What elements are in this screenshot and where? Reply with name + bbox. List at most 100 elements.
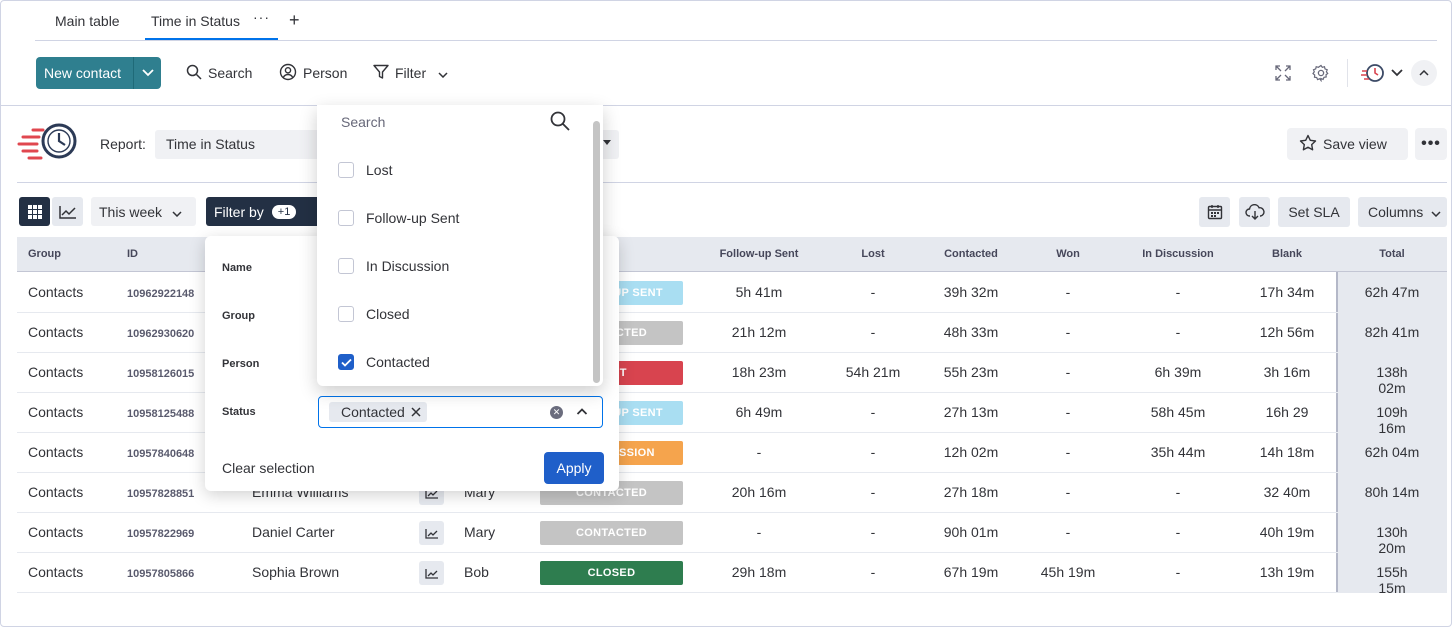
cell-follow-up: 21h 12m bbox=[731, 324, 787, 340]
dropdown-scrollbar[interactable] bbox=[593, 121, 600, 383]
gear-icon[interactable] bbox=[1309, 61, 1333, 85]
cell-won: - bbox=[1065, 364, 1071, 380]
cell-follow-up: - bbox=[756, 444, 762, 460]
cell-in-discussion: 58h 45m bbox=[1150, 404, 1206, 420]
more-options-button[interactable]: ••• bbox=[1415, 128, 1447, 160]
new-contact-label: New contact bbox=[44, 65, 122, 81]
cell-total: 130h 20m bbox=[1376, 524, 1408, 556]
checkbox[interactable] bbox=[338, 306, 354, 322]
cell-id: 10962930620 bbox=[127, 328, 195, 340]
cell-in-discussion: - bbox=[1175, 524, 1181, 540]
new-contact-button[interactable]: New contact bbox=[36, 57, 161, 89]
status-badge[interactable]: CLOSED bbox=[540, 561, 683, 585]
checkbox[interactable] bbox=[338, 210, 354, 226]
active-tab-indicator bbox=[145, 38, 278, 40]
dropdown-option[interactable]: Lost bbox=[338, 160, 392, 180]
dropdown-option[interactable]: Closed bbox=[338, 304, 410, 324]
status-chip-label: Contacted bbox=[341, 404, 405, 420]
add-tab-button[interactable]: + bbox=[289, 10, 300, 30]
cell-follow-up: - bbox=[756, 524, 762, 540]
set-sla-button[interactable]: Set SLA bbox=[1278, 197, 1350, 227]
clear-input-icon[interactable]: ✕ bbox=[550, 406, 563, 419]
cell-name[interactable]: Sophia Brown bbox=[252, 564, 340, 580]
header-group[interactable]: Group bbox=[28, 248, 61, 260]
filter-button[interactable]: Filter bbox=[373, 57, 448, 89]
apply-button[interactable]: Apply bbox=[544, 452, 604, 484]
filter-count-badge: +1 bbox=[271, 204, 297, 219]
header-lost[interactable]: Lost bbox=[861, 248, 885, 260]
report-divider bbox=[17, 182, 1447, 183]
collapse-header-button[interactable] bbox=[1411, 60, 1437, 86]
cell-follow-up: 18h 23m bbox=[731, 364, 787, 380]
columns-button[interactable]: Columns bbox=[1358, 197, 1447, 227]
chevron-down-icon[interactable] bbox=[134, 69, 161, 77]
save-view-button[interactable]: Save view bbox=[1287, 128, 1408, 160]
app-logo-icon[interactable] bbox=[1358, 61, 1388, 85]
clear-selection-link[interactable]: Clear selection bbox=[222, 460, 315, 476]
cell-blank: 17h 34m bbox=[1259, 284, 1315, 300]
cell-in-discussion: - bbox=[1175, 484, 1181, 500]
header-id[interactable]: ID bbox=[127, 248, 138, 260]
cell-in-discussion: 6h 39m bbox=[1154, 364, 1202, 380]
header-in-discussion[interactable]: In Discussion bbox=[1142, 248, 1214, 260]
dropdown-search-input[interactable]: Search bbox=[341, 114, 386, 130]
chevron-down-icon bbox=[438, 65, 448, 81]
total-column-bg bbox=[1336, 237, 1447, 592]
option-label: Contacted bbox=[366, 354, 430, 370]
cell-id: 10957822969 bbox=[127, 528, 195, 540]
header-blank[interactable]: Blank bbox=[1272, 248, 1302, 260]
filter-by-button[interactable]: Filter by +1 bbox=[206, 197, 326, 226]
cell-total: 82h 41m bbox=[1364, 324, 1420, 340]
checkbox[interactable] bbox=[338, 162, 354, 178]
checkbox[interactable] bbox=[338, 354, 354, 370]
cell-group: Contacts bbox=[28, 444, 84, 460]
dropdown-option[interactable]: Follow-up Sent bbox=[338, 208, 459, 228]
report-label: Report: bbox=[100, 136, 146, 152]
dropdown-option[interactable]: Contacted bbox=[338, 352, 430, 372]
header-won[interactable]: Won bbox=[1056, 248, 1080, 260]
cell-in-discussion: - bbox=[1175, 284, 1181, 300]
header-follow-up-sent[interactable]: Follow-up Sent bbox=[719, 248, 799, 260]
chevron-down-icon[interactable] bbox=[1388, 61, 1406, 85]
table-row[interactable]: Contacts 10957822969 Daniel Carter Mary CONT… bbox=[17, 513, 1447, 556]
search-button[interactable]: Search bbox=[186, 57, 252, 89]
chevron-up-icon[interactable] bbox=[576, 405, 588, 423]
toolbar-separator bbox=[1347, 59, 1348, 87]
export-button[interactable] bbox=[1239, 197, 1270, 227]
status-badge[interactable]: CONTACTED bbox=[540, 521, 683, 545]
cell-name[interactable]: Daniel Carter bbox=[252, 524, 335, 540]
chart-view-button[interactable] bbox=[52, 197, 83, 226]
remove-chip-icon[interactable] bbox=[411, 404, 421, 420]
tab-more-icon[interactable]: ··· bbox=[253, 9, 270, 25]
tab-main-table[interactable]: Main table bbox=[55, 13, 120, 29]
line-chart-icon bbox=[58, 205, 76, 219]
option-label: In Discussion bbox=[366, 258, 450, 274]
dropdown-option[interactable]: In Discussion bbox=[338, 256, 449, 276]
grid-view-button[interactable] bbox=[19, 197, 50, 226]
search-icon bbox=[550, 111, 570, 136]
cell-blank: 14h 18m bbox=[1259, 444, 1315, 460]
header-contacted[interactable]: Contacted bbox=[944, 248, 998, 260]
trend-chart-icon[interactable] bbox=[419, 561, 444, 585]
option-label: Follow-up Sent bbox=[366, 210, 460, 226]
table-row[interactable]: Contacts 10957805866 Sophia Brown Bob CLOSED… bbox=[17, 553, 1447, 596]
period-select[interactable]: This week bbox=[91, 197, 196, 226]
tab-time-in-status[interactable]: Time in Status bbox=[151, 13, 240, 29]
cell-person: Bob bbox=[464, 564, 489, 580]
cell-group: Contacts bbox=[28, 404, 84, 420]
header-total[interactable]: Total bbox=[1379, 248, 1405, 260]
cell-won: 45h 19m bbox=[1040, 564, 1096, 580]
expand-icon[interactable] bbox=[1271, 61, 1295, 85]
date-range-button[interactable] bbox=[1199, 197, 1230, 227]
cell-total: 138h 02m bbox=[1376, 364, 1408, 396]
cell-lost: - bbox=[870, 324, 876, 340]
cell-lost: - bbox=[870, 564, 876, 580]
status-multiselect[interactable]: Contacted ✕ bbox=[318, 396, 603, 428]
checkbox[interactable] bbox=[338, 258, 354, 274]
person-icon bbox=[279, 63, 297, 84]
person-button[interactable]: Person bbox=[279, 57, 347, 89]
trend-chart-icon[interactable] bbox=[419, 521, 444, 545]
chevron-down-icon bbox=[172, 204, 182, 220]
table-row[interactable]: Contacts 10957828851 Emma Williams Mary CONT… bbox=[17, 473, 1447, 513]
